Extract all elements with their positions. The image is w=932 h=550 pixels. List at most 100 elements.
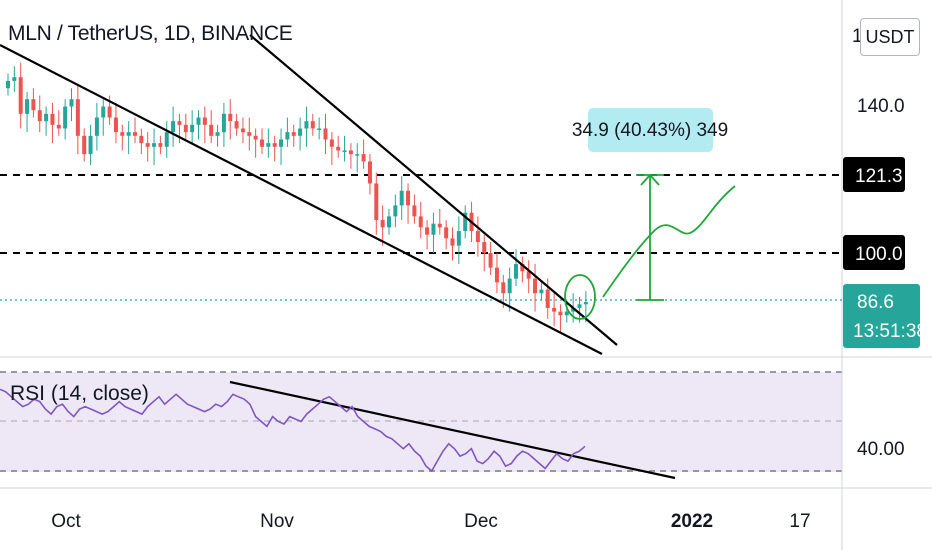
candle-body [304, 121, 309, 129]
candle-body [355, 154, 360, 156]
candle-body [380, 220, 385, 228]
candle-body [348, 150, 353, 155]
candle-body [583, 302, 588, 305]
candle-body [412, 205, 417, 217]
candle-body [234, 121, 239, 129]
breakout-circle[interactable] [564, 274, 596, 320]
candle-body [228, 113, 233, 122]
lower-trendline[interactable] [0, 44, 603, 355]
price-axis-top-tick: 1 [852, 26, 863, 47]
candle-body [50, 113, 55, 125]
candle-body [44, 113, 49, 122]
candle-body [190, 124, 195, 133]
candle-body [437, 223, 442, 228]
candle-body [183, 124, 188, 133]
candle-body [126, 132, 131, 136]
candle-body [475, 231, 480, 243]
level-tag-121-box [843, 157, 905, 192]
candle-body [482, 242, 487, 253]
current-price-tag: 86.6 [857, 292, 894, 313]
measure-label: 34.9 (40.43%) 349 [572, 120, 728, 141]
current-price-tag-box [843, 284, 920, 348]
candle-body [247, 132, 252, 136]
level-tag-121: 121.3 [855, 166, 903, 187]
candle-body [260, 139, 264, 147]
upper-trendline[interactable] [249, 34, 618, 346]
candle-body [494, 267, 499, 283]
candle-body [577, 304, 582, 308]
candle-body [82, 135, 87, 155]
candle-body [329, 139, 334, 147]
candle-body [88, 135, 93, 155]
candle-body [171, 121, 176, 133]
candle-body [94, 117, 99, 136]
candle-body [406, 190, 411, 206]
candle-body [291, 132, 296, 136]
candle-body [63, 106, 68, 129]
projection-path[interactable] [602, 185, 736, 298]
candle-body [272, 143, 277, 147]
candle-body [539, 289, 544, 294]
candle-body [113, 117, 118, 133]
candle-body [323, 128, 328, 140]
time-label-nov: Nov [260, 511, 294, 532]
candle-body [387, 216, 391, 228]
time-label-2022: 2022 [671, 511, 713, 532]
candle-body [431, 223, 436, 235]
candle-body [444, 227, 449, 239]
candle-body [558, 311, 563, 316]
price-tick-140: 140.0 [857, 96, 905, 117]
candle-body [336, 146, 341, 151]
candle-body [69, 99, 74, 107]
currency-unit-button[interactable]: USDT [860, 18, 920, 56]
rsi-band [0, 372, 842, 472]
candle-body [488, 253, 493, 268]
candle-body [18, 77, 23, 114]
rsi-tick-40: 40.00 [857, 439, 905, 460]
candle-body [285, 132, 290, 140]
candle-body [240, 128, 245, 133]
candle-body [75, 99, 80, 136]
candle-body [253, 135, 258, 140]
candle-body [145, 143, 150, 147]
candle-body [37, 110, 42, 122]
time-label-oct: Oct [51, 511, 81, 532]
candle-body [418, 216, 423, 228]
candle-body [221, 113, 226, 133]
candle-body [374, 183, 379, 221]
time-label-dec: Dec [464, 511, 498, 532]
candle-body [164, 132, 169, 147]
candle-body [545, 289, 550, 308]
rsi-indicator-label[interactable]: RSI (14, close) [10, 382, 149, 405]
candle-body [501, 282, 506, 294]
candle-body [107, 106, 112, 118]
candle-body [31, 99, 36, 111]
symbol-title[interactable]: MLN / TetherUS, 1D, BINANCE [8, 22, 293, 45]
candle-body [342, 150, 347, 152]
candle-body [101, 106, 106, 118]
candle-body [120, 132, 125, 136]
candlestick-series [6, 62, 588, 334]
candle-body [25, 99, 30, 114]
candle-body [209, 124, 214, 136]
time-label-17: 17 [789, 511, 810, 532]
candle-body [514, 263, 518, 279]
candle-body [571, 307, 576, 312]
candle-body [202, 117, 207, 125]
candle-body [456, 231, 461, 246]
level-tag-100-box [843, 235, 905, 270]
candle-body [367, 161, 372, 184]
candle-body [152, 143, 157, 147]
candle-body [552, 307, 557, 312]
candle-body [399, 190, 404, 206]
candle-body [564, 311, 569, 316]
candle-body [56, 124, 61, 129]
candle-body [266, 143, 271, 147]
rsi-trendline[interactable] [229, 380, 676, 480]
candle-body [533, 278, 538, 294]
candle-body [133, 132, 137, 136]
candle-body [215, 132, 220, 136]
candle-body [158, 143, 163, 147]
measure-box[interactable] [588, 108, 713, 152]
